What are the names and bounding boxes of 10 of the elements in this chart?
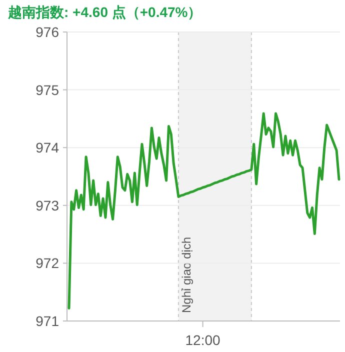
y-tick-label: 974	[36, 140, 60, 156]
line-series	[68, 112, 340, 310]
y-tick-label: 973	[36, 197, 60, 214]
annotation: Nghỉ giao dịch	[179, 236, 194, 313]
y-tick-label: 976	[36, 24, 60, 40]
y-tick-label: 975	[36, 82, 60, 98]
x-tick-label: 12:00	[185, 332, 221, 348]
y-tick-label: 971	[36, 313, 60, 329]
y-tick-label: 972	[36, 255, 60, 272]
chart-title: 越南指数: +4.60 点（+0.47%）	[7, 4, 202, 20]
